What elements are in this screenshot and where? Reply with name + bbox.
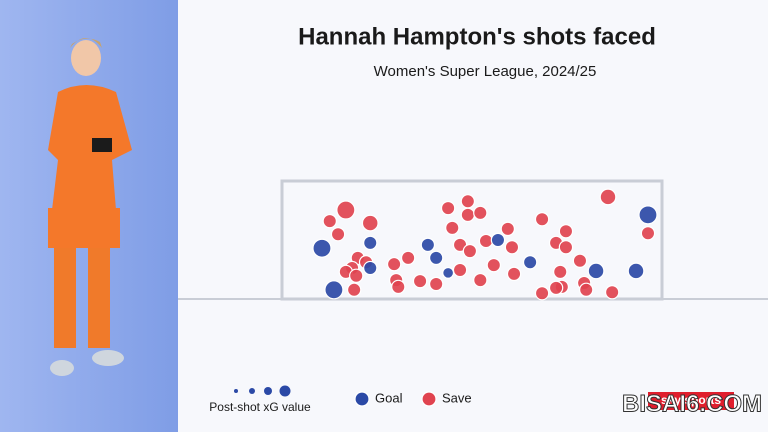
shot-marker xyxy=(312,238,332,258)
shot-marker xyxy=(386,256,402,272)
chart-subtitle: Women's Super League, 2024/25 xyxy=(374,63,597,80)
shot-marker xyxy=(361,214,379,232)
shot-marker xyxy=(473,205,488,221)
shot-marker xyxy=(504,240,520,255)
shot-marker xyxy=(486,257,502,273)
chart-title: Hannah Hampton's shots faced xyxy=(298,23,656,50)
shot-marker xyxy=(599,188,617,206)
shot-marker xyxy=(420,237,436,253)
legend-label: Save xyxy=(442,390,472,405)
size-legend xyxy=(234,385,291,397)
player-figure xyxy=(48,38,132,376)
size-legend-label: Post-shot xG value xyxy=(209,400,311,414)
shot-marker xyxy=(587,262,605,280)
shot-marker xyxy=(462,243,478,259)
shot-marker xyxy=(638,205,658,225)
shot-marker xyxy=(500,221,516,237)
shot-marker xyxy=(604,285,620,300)
goal-frame xyxy=(280,179,664,301)
shot-marker xyxy=(391,279,406,295)
shot-marker xyxy=(346,282,362,298)
shot-marker xyxy=(445,220,460,236)
shot-marker xyxy=(640,226,656,241)
shot-marker xyxy=(558,224,574,239)
shot-marker xyxy=(363,235,378,251)
shot-marker xyxy=(400,250,416,266)
shot-marker xyxy=(452,262,468,278)
shot-marker xyxy=(412,273,428,289)
shot-marker xyxy=(349,268,364,283)
shot-marker xyxy=(558,240,574,255)
shot-marker xyxy=(534,285,550,301)
shot-marker xyxy=(428,276,444,292)
shot-marker xyxy=(534,212,550,227)
legend-marker xyxy=(354,391,370,407)
shot-marker xyxy=(553,264,568,280)
shot-marker xyxy=(442,266,455,279)
shot-marker xyxy=(473,272,488,288)
shot-marker xyxy=(522,255,538,270)
shot-marker xyxy=(460,207,476,223)
shot-marker xyxy=(579,282,594,298)
shot-marker xyxy=(330,226,346,242)
shot-marker xyxy=(572,253,588,268)
shot-marker xyxy=(324,280,344,300)
legend-label: Goal xyxy=(375,390,403,405)
branding: sky sports xyxy=(661,393,721,407)
shot-marker xyxy=(460,194,476,209)
shot-marker xyxy=(322,213,337,229)
shot-marker xyxy=(548,280,564,296)
shot-marker xyxy=(506,266,522,282)
logo-box xyxy=(648,392,734,410)
watermark: BISAI6.COM xyxy=(622,390,762,417)
shot-marker xyxy=(336,200,356,220)
shot-marker xyxy=(428,250,444,266)
shot-marker xyxy=(363,260,378,276)
shot-marker xyxy=(478,233,494,249)
legend-marker xyxy=(421,391,437,407)
shot-marker xyxy=(440,200,456,216)
shot-marker xyxy=(627,262,645,280)
shot-marker xyxy=(490,232,506,248)
